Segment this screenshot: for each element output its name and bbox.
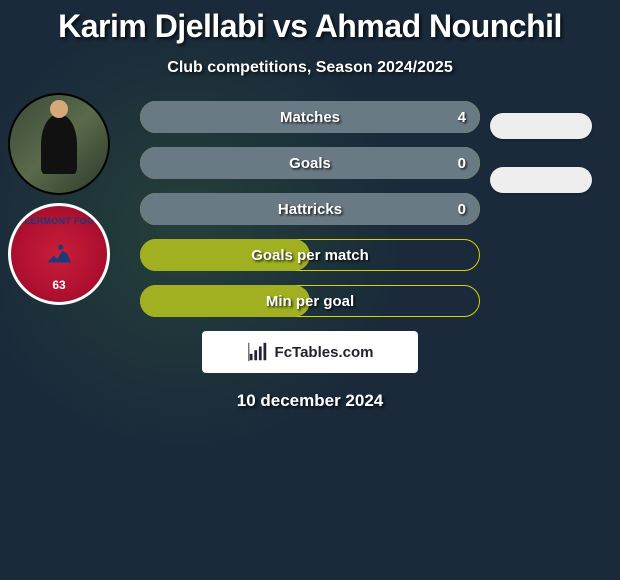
bar-value: 0 [458,147,466,179]
club-number: 63 [11,278,107,292]
empty-pill [490,167,592,193]
stat-bar: Goals0 [140,147,480,179]
subtitle: Club competitions, Season 2024/2025 [0,59,620,77]
bar-value: 0 [458,193,466,225]
empty-pill [490,113,592,139]
club-name-top: CLERMONT FOOT [11,216,107,226]
bar-label: Hattricks [140,193,480,225]
player-silhouette-icon [41,114,77,174]
branding-badge: FcTables.com [202,331,418,373]
body-area: CLERMONT FOOT 63 Matches4Goals0Hattricks… [0,101,620,317]
bar-label: Goals per match [140,239,480,271]
right-pills [490,101,610,221]
stat-bar: Min per goal [140,285,480,317]
date-text: 10 december 2024 [0,391,620,411]
bar-label: Min per goal [140,285,480,317]
avatars-column: CLERMONT FOOT 63 [8,93,118,313]
bar-label: Goals [140,147,480,179]
stat-bar: Matches4 [140,101,480,133]
bar-label: Matches [140,101,480,133]
club-rider-icon [42,237,76,271]
content-root: Karim Djellabi vs Ahmad Nounchil Club co… [0,0,620,580]
bar-chart-icon [247,341,269,363]
stats-bars: Matches4Goals0Hattricks0Goals per matchM… [140,101,480,317]
bar-value: 4 [458,101,466,133]
stat-bar: Goals per match [140,239,480,271]
player-avatar [8,93,110,195]
branding-text: FcTables.com [275,344,374,361]
page-title: Karim Djellabi vs Ahmad Nounchil [0,0,620,45]
stat-bar: Hattricks0 [140,193,480,225]
club-badge: CLERMONT FOOT 63 [8,203,110,305]
